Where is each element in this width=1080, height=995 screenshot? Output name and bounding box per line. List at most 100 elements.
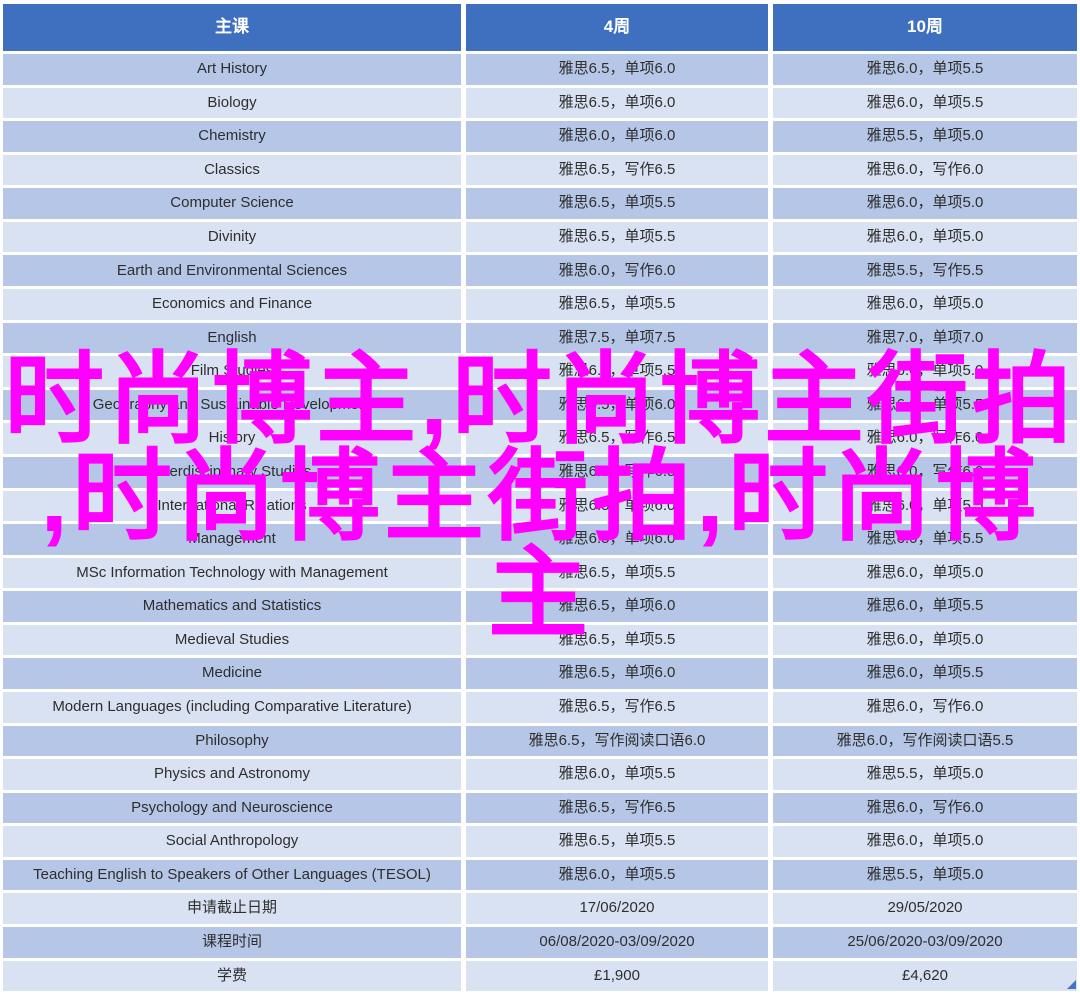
requirement-10-week-cell: 25/06/2020-03/09/2020 (773, 927, 1077, 958)
requirement-4-week-cell: 雅思6.5，单项6.0 (466, 389, 768, 421)
requirement-10-week-cell: 雅思6.0，写作6.0 (773, 792, 1077, 824)
table-row: Interdisciplinary Studies 雅思6.5，写作6.5 雅思… (3, 456, 1077, 488)
table-row: Mathematics and Statistics 雅思6.5，单项6.0 雅… (3, 591, 1077, 622)
course-requirements-table: 主课 4周 10周 Art History 雅思6.5，单项6.0 雅思6.0，… (3, 4, 1077, 992)
requirement-4-week-cell: 17/06/2020 (466, 893, 768, 925)
table-row: 课程时间 06/08/2020-03/09/2020 25/06/2020-03… (3, 927, 1077, 958)
table-row: Economics and Finance 雅思6.5，单项5.5 雅思6.0，… (3, 289, 1077, 320)
course-name-cell: Social Anthropology (3, 826, 461, 857)
table-row: Psychology and Neuroscience 雅思6.5，写作6.5 … (3, 792, 1077, 824)
requirement-10-week-cell: 雅思5.5，写作5.5 (773, 255, 1077, 287)
course-name-cell: Film Studies (3, 356, 461, 387)
requirement-10-week-cell: 雅思6.0，单项5.5 (773, 389, 1077, 421)
requirement-4-week-cell: 雅思6.5，单项6.0 (466, 591, 768, 622)
requirement-4-week-cell: 雅思6.5，单项5.5 (466, 826, 768, 857)
course-name-cell: Chemistry (3, 121, 461, 152)
requirement-10-week-cell: 雅思7.0，单项7.0 (773, 322, 1077, 354)
requirement-10-week-cell: 雅思6.0，单项5.5 (773, 658, 1077, 689)
requirement-10-week-cell: 雅思6.0，写作6.0 (773, 456, 1077, 488)
course-name-cell: English (3, 322, 461, 354)
table-row: Physics and Astronomy 雅思6.0，单项5.5 雅思5.5，… (3, 759, 1077, 790)
table-row: Modern Languages (including Comparative … (3, 691, 1077, 723)
requirement-4-week-cell: 雅思6.5，单项5.5 (466, 289, 768, 320)
course-name-cell: Economics and Finance (3, 289, 461, 320)
requirement-10-week-cell: 雅思6.0，单项5.0 (773, 188, 1077, 219)
requirement-4-week-cell: 雅思7.5，单项7.5 (466, 322, 768, 354)
course-name-cell: Management (3, 524, 461, 555)
requirement-4-week-cell: 雅思6.5，单项6.0 (466, 524, 768, 555)
requirement-4-week-cell: 雅思6.5，单项6.0 (466, 490, 768, 522)
requirement-4-week-cell: 雅思6.5，单项5.5 (466, 557, 768, 589)
course-name-cell: Mathematics and Statistics (3, 591, 461, 622)
course-name-cell: Medicine (3, 658, 461, 689)
course-name-cell: 申请截止日期 (3, 893, 461, 925)
course-name-cell: Physics and Astronomy (3, 759, 461, 790)
requirement-10-week-cell: 雅思6.0，单项5.5 (773, 524, 1077, 555)
table-row: English 雅思7.5，单项7.5 雅思7.0，单项7.0 (3, 322, 1077, 354)
requirement-10-week-cell: 雅思6.0，单项5.0 (773, 826, 1077, 857)
header-main-course: 主课 (3, 4, 461, 51)
course-name-cell: Earth and Environmental Sciences (3, 255, 461, 287)
header-10-week: 10周 (773, 4, 1077, 51)
table-row: Teaching English to Speakers of Other La… (3, 859, 1077, 891)
course-name-cell: Medieval Studies (3, 624, 461, 656)
course-name-cell: MSc Information Technology with Manageme… (3, 557, 461, 589)
requirement-10-week-cell: £4,620 (773, 960, 1077, 992)
requirement-10-week-cell: 雅思6.0，单项5.5 (773, 54, 1077, 85)
requirement-4-week-cell: 雅思6.5，写作6.5 (466, 456, 768, 488)
requirement-4-week-cell: 雅思6.5，单项5.5 (466, 356, 768, 387)
requirement-4-week-cell: 雅思6.0，写作6.0 (466, 255, 768, 287)
course-name-cell: Classics (3, 154, 461, 186)
requirement-4-week-cell: 雅思6.5，写作6.5 (466, 691, 768, 723)
course-name-cell: Philosophy (3, 725, 461, 757)
requirement-10-week-cell: 雅思6.0，写作6.0 (773, 423, 1077, 454)
course-name-cell: Geography and Sustainable Development (3, 389, 461, 421)
requirement-4-week-cell: 雅思6.5，单项6.0 (466, 54, 768, 85)
course-name-cell: Modern Languages (including Comparative … (3, 691, 461, 723)
course-name-cell: Divinity (3, 221, 461, 253)
requirement-4-week-cell: £1,900 (466, 960, 768, 992)
requirement-4-week-cell: 雅思6.5，写作6.5 (466, 423, 768, 454)
course-name-cell: Teaching English to Speakers of Other La… (3, 859, 461, 891)
course-name-cell: 学费 (3, 960, 461, 992)
course-name-cell: Psychology and Neuroscience (3, 792, 461, 824)
requirement-4-week-cell: 雅思6.5，写作阅读口语6.0 (466, 725, 768, 757)
table-header-row: 主课 4周 10周 (3, 4, 1077, 51)
course-name-cell: History (3, 423, 461, 454)
table-row: Film Studies 雅思6.5，单项5.5 雅思6.0，单项5.0 (3, 356, 1077, 387)
requirement-4-week-cell: 雅思6.5，单项6.0 (466, 658, 768, 689)
table-row: Earth and Environmental Sciences 雅思6.0，写… (3, 255, 1077, 287)
requirement-10-week-cell: 雅思6.0，单项5.0 (773, 289, 1077, 320)
course-name-cell: Interdisciplinary Studies (3, 456, 461, 488)
requirement-10-week-cell: 雅思6.0，单项5.0 (773, 557, 1077, 589)
requirement-10-week-cell: 雅思5.5，单项5.0 (773, 121, 1077, 152)
requirement-10-week-cell: 雅思6.0，单项5.0 (773, 356, 1077, 387)
table-row: Classics 雅思6.5，写作6.5 雅思6.0，写作6.0 (3, 154, 1077, 186)
requirement-4-week-cell: 雅思6.5，单项6.0 (466, 87, 768, 119)
requirement-10-week-cell: 雅思6.0，写作6.0 (773, 154, 1077, 186)
requirement-10-week-cell: 雅思5.5，单项5.0 (773, 759, 1077, 790)
course-name-cell: Computer Science (3, 188, 461, 219)
table-row: Geography and Sustainable Development 雅思… (3, 389, 1077, 421)
requirement-10-week-cell: 29/05/2020 (773, 893, 1077, 925)
requirement-4-week-cell: 雅思6.0，单项5.5 (466, 759, 768, 790)
header-4-week: 4周 (466, 4, 768, 51)
table-row: Computer Science 雅思6.5，单项5.5 雅思6.0，单项5.0 (3, 188, 1077, 219)
table-row: Medicine 雅思6.5，单项6.0 雅思6.0，单项5.5 (3, 658, 1077, 689)
course-name-cell: Biology (3, 87, 461, 119)
table-row: Chemistry 雅思6.0，单项6.0 雅思5.5，单项5.0 (3, 121, 1077, 152)
course-name-cell: Art History (3, 54, 461, 85)
table-row: Management 雅思6.5，单项6.0 雅思6.0，单项5.5 (3, 524, 1077, 555)
table-row: 申请截止日期 17/06/2020 29/05/2020 (3, 893, 1077, 925)
requirement-10-week-cell: 雅思6.0，写作阅读口语5.5 (773, 725, 1077, 757)
requirement-4-week-cell: 雅思6.5，写作6.5 (466, 154, 768, 186)
requirement-10-week-cell: 雅思6.0，单项5.5 (773, 591, 1077, 622)
requirement-4-week-cell: 雅思6.5，单项5.5 (466, 624, 768, 656)
table-row: Biology 雅思6.5，单项6.0 雅思6.0，单项5.5 (3, 87, 1077, 119)
table-row: Philosophy 雅思6.5，写作阅读口语6.0 雅思6.0，写作阅读口语5… (3, 725, 1077, 757)
requirement-4-week-cell: 雅思6.0，单项5.5 (466, 859, 768, 891)
requirement-4-week-cell: 雅思6.5，单项5.5 (466, 221, 768, 253)
table-row: Medieval Studies 雅思6.5，单项5.5 雅思6.0，单项5.0 (3, 624, 1077, 656)
requirement-4-week-cell: 雅思6.0，单项6.0 (466, 121, 768, 152)
table-resize-handle-icon[interactable] (1067, 980, 1076, 989)
